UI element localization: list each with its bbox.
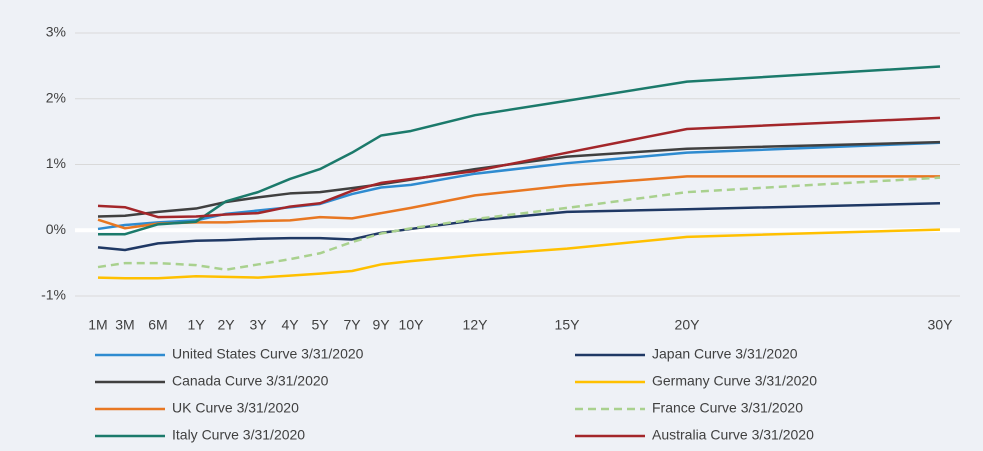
x-tick-label: 7Y	[343, 317, 361, 333]
x-tick-label: 1Y	[187, 317, 205, 333]
x-tick-label: 1M	[88, 317, 107, 333]
legend-label: Japan Curve 3/31/2020	[652, 346, 798, 362]
x-tick-label: 3M	[115, 317, 134, 333]
x-tick-label: 5Y	[311, 317, 329, 333]
x-tick-label: 4Y	[281, 317, 299, 333]
y-tick-label: 2%	[46, 89, 66, 105]
legend-label: United States Curve 3/31/2020	[172, 346, 364, 362]
y-tick-label: 1%	[46, 155, 66, 171]
x-tick-label: 9Y	[372, 317, 390, 333]
series-line	[97, 176, 941, 271]
series-line	[98, 65, 941, 236]
legend-label: Italy Curve 3/31/2020	[172, 427, 305, 443]
x-tick-label: 15Y	[555, 317, 581, 333]
legend-label: UK Curve 3/31/2020	[172, 400, 299, 416]
series-line	[97, 116, 941, 219]
series-line	[97, 140, 941, 218]
legend-label: Germany Curve 3/31/2020	[652, 373, 817, 389]
y-tick-label: -1%	[41, 287, 66, 303]
y-tick-label: 3%	[46, 24, 66, 40]
legend-label: Australia Curve 3/31/2020	[652, 427, 814, 443]
x-tick-label: 20Y	[675, 317, 701, 333]
legend-label: Canada Curve 3/31/2020	[172, 373, 329, 389]
series-line	[97, 228, 941, 280]
x-tick-label: 2Y	[217, 317, 235, 333]
x-tick-label: 10Y	[399, 317, 425, 333]
x-tick-label: 30Y	[928, 317, 954, 333]
series-line	[97, 202, 941, 252]
x-tick-label: 3Y	[249, 317, 267, 333]
legend-label: France Curve 3/31/2020	[652, 400, 803, 416]
y-tick-label: 0%	[46, 221, 66, 237]
x-tick-label: 12Y	[463, 317, 489, 333]
x-tick-label: 6M	[148, 317, 167, 333]
